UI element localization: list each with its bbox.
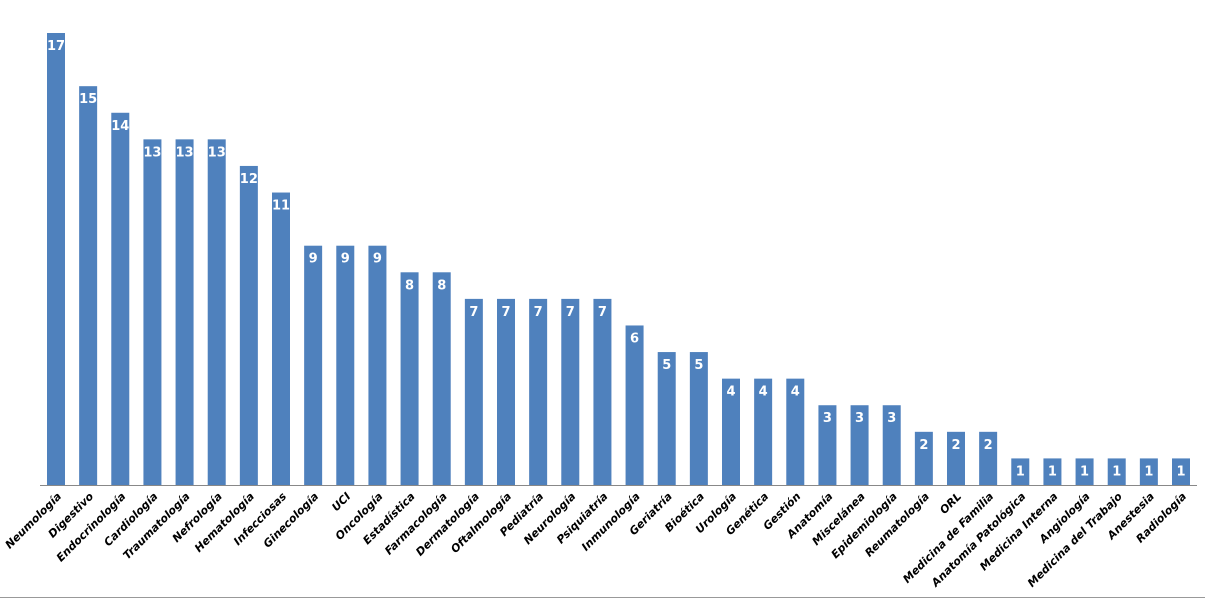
bar xyxy=(625,325,644,485)
data-label: 13 xyxy=(143,145,161,160)
data-label: 5 xyxy=(694,358,703,373)
category-label: Neumología xyxy=(3,490,64,551)
data-label: 1 xyxy=(1080,464,1089,479)
bar xyxy=(272,192,290,485)
data-label: 9 xyxy=(373,252,382,267)
data-label: 13 xyxy=(176,145,194,160)
data-label: 3 xyxy=(823,411,832,426)
bar xyxy=(1011,458,1030,485)
data-label: 5 xyxy=(662,358,671,373)
bar xyxy=(786,378,805,485)
category-label: ORL xyxy=(937,490,964,517)
data-label: 12 xyxy=(240,172,258,187)
bar xyxy=(79,86,98,486)
bar xyxy=(1172,458,1190,485)
data-label: 4 xyxy=(726,385,735,400)
data-label: 1 xyxy=(1048,464,1057,479)
bar xyxy=(464,298,483,485)
data-label: 9 xyxy=(341,252,350,267)
data-label: 11 xyxy=(272,199,290,214)
category-label: UCI xyxy=(329,490,353,514)
data-label: 1 xyxy=(1144,464,1153,479)
bar xyxy=(593,298,612,485)
bar xyxy=(979,431,998,485)
bar xyxy=(947,431,965,485)
bar xyxy=(529,298,548,485)
data-label: 8 xyxy=(405,278,414,293)
data-label: 9 xyxy=(309,252,318,267)
bar xyxy=(850,405,869,485)
bar xyxy=(754,378,773,485)
bar xyxy=(497,298,515,485)
data-label: 3 xyxy=(855,411,864,426)
bar xyxy=(304,245,323,485)
data-label: 3 xyxy=(887,411,896,426)
bar xyxy=(432,272,451,485)
data-label: 1 xyxy=(1112,464,1121,479)
bar xyxy=(239,165,258,486)
bar xyxy=(1139,458,1158,485)
data-label: 4 xyxy=(791,385,800,400)
bar xyxy=(914,431,933,485)
bar xyxy=(143,139,162,485)
data-label: 7 xyxy=(598,305,607,320)
bar xyxy=(561,298,580,485)
bar xyxy=(657,352,676,485)
bar xyxy=(336,245,355,485)
data-label: 7 xyxy=(566,305,575,320)
bar xyxy=(1043,458,1062,485)
data-label: 13 xyxy=(208,145,226,160)
data-label: 7 xyxy=(501,305,510,320)
data-label: 1 xyxy=(1016,464,1025,479)
data-label: 17 xyxy=(47,39,65,54)
data-label: 7 xyxy=(469,305,478,320)
data-label: 8 xyxy=(437,278,446,293)
data-label: 2 xyxy=(951,438,960,453)
bar xyxy=(47,33,65,485)
data-label: 15 xyxy=(79,92,97,107)
bar xyxy=(689,352,708,485)
data-label: 14 xyxy=(111,119,129,134)
bar xyxy=(175,139,194,485)
bar xyxy=(368,245,387,485)
data-label: 1 xyxy=(1176,464,1185,479)
data-label: 6 xyxy=(630,331,639,346)
data-label: 4 xyxy=(759,385,768,400)
bar xyxy=(111,112,130,485)
bar xyxy=(1107,458,1126,485)
bar xyxy=(207,139,226,485)
bar xyxy=(1075,458,1094,485)
bar xyxy=(400,272,419,485)
bar xyxy=(722,378,740,485)
bar xyxy=(818,405,837,485)
bar xyxy=(882,405,901,485)
data-label: 2 xyxy=(919,438,928,453)
data-label: 2 xyxy=(984,438,993,453)
data-label: 7 xyxy=(534,305,543,320)
